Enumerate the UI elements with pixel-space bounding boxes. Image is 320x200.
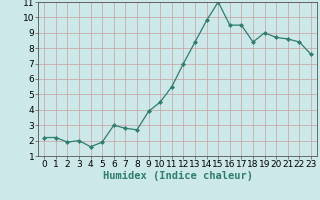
X-axis label: Humidex (Indice chaleur): Humidex (Indice chaleur)	[103, 171, 252, 181]
